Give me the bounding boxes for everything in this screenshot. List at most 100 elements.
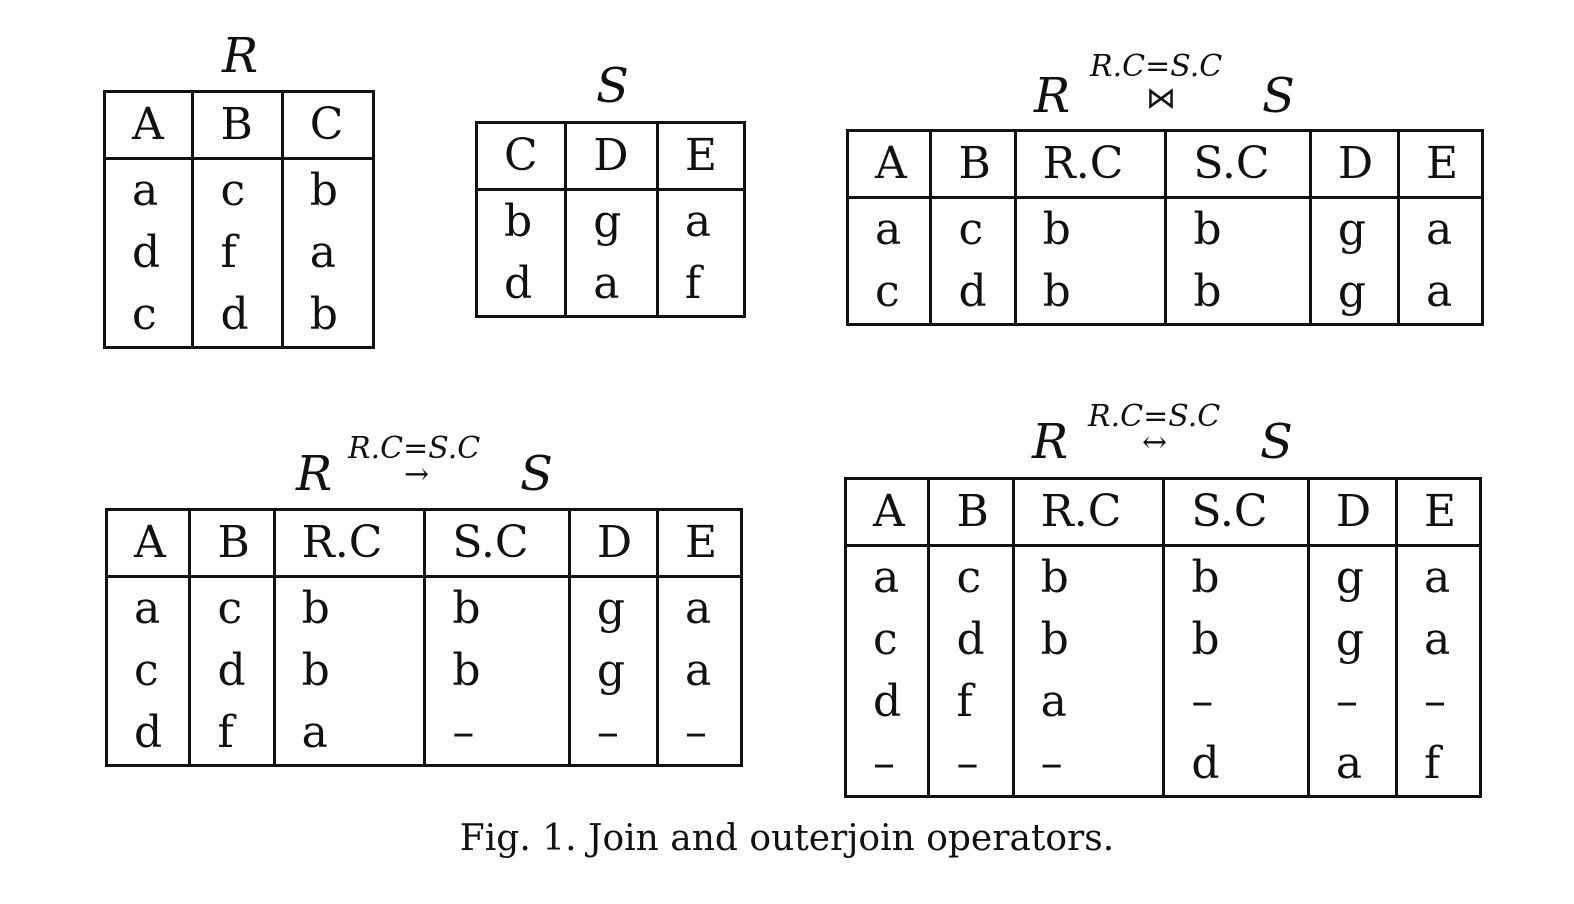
table-cell: g (1306, 609, 1399, 671)
column-header: R.C (1011, 478, 1166, 547)
table-cell: – (1162, 671, 1310, 733)
left-outer-title-right: S (520, 446, 553, 502)
table-cell: a (102, 158, 195, 222)
table-cell: b (1164, 261, 1312, 325)
column-header: S.C (423, 509, 571, 578)
table-cell: – (423, 702, 571, 766)
table-cell: g (567, 640, 660, 702)
table-cell: f (191, 222, 284, 284)
table-cell: f (655, 253, 747, 317)
table-cell: a (1306, 733, 1399, 797)
column-header: B (927, 478, 1015, 547)
table-cell: b (272, 640, 427, 702)
left-outer-title-left: R (296, 446, 333, 502)
table-cell: g (567, 576, 660, 640)
table-cell: – (843, 733, 931, 797)
table-cell: d (1162, 733, 1310, 797)
table-cell: a (656, 576, 743, 640)
column-header: D (1308, 130, 1401, 199)
table-cell: a (1397, 197, 1484, 261)
table-cell: b (474, 189, 568, 253)
table-cell: b (1011, 609, 1166, 671)
table-cell: a (1395, 545, 1482, 609)
table-cell: g (1308, 261, 1401, 325)
table-cell: b (1162, 609, 1310, 671)
join-title-left: R (1034, 68, 1071, 124)
table-row: d f a – – – (843, 671, 1482, 733)
column-header: E (1395, 478, 1482, 547)
table-cell: b (423, 576, 571, 640)
table-cell: – (1011, 733, 1166, 797)
table-cell: c (845, 261, 933, 325)
table-cell: a (564, 253, 659, 317)
header-row: A B R.C S.C D E (104, 509, 743, 578)
table-cell: – (1395, 671, 1482, 733)
table-cell: b (1013, 261, 1168, 325)
table-cell: c (191, 158, 284, 222)
column-header: E (1397, 130, 1484, 199)
table-cell: a (1011, 671, 1166, 733)
column-header: C (474, 122, 568, 191)
left-outer-condition: R.C=S.C (348, 431, 481, 466)
column-header: S.C (1164, 130, 1312, 199)
double-arrow-icon: ↔ (1142, 425, 1168, 460)
table-cell: b (1013, 197, 1168, 261)
table-cell: a (280, 222, 376, 284)
header-row: A B R.C S.C D E (843, 478, 1482, 547)
column-header: C (280, 91, 376, 160)
join-condition: R.C=S.C (1090, 49, 1223, 84)
table-cell: b (280, 284, 376, 348)
table-cell: b (1164, 197, 1312, 261)
table-cell: a (656, 640, 743, 702)
table-cell: – (1306, 671, 1399, 733)
join-title-right: S (1262, 68, 1295, 124)
column-header: B (929, 130, 1017, 199)
column-header: A (102, 91, 195, 160)
table-cell: b (423, 640, 571, 702)
column-header: D (1306, 478, 1399, 547)
table-cell: d (929, 261, 1017, 325)
table-cell: c (188, 576, 276, 640)
table-cell: c (843, 609, 931, 671)
table-cell: b (1162, 545, 1310, 609)
table-cell: a (845, 197, 933, 261)
join-operator-icon: ⋈ (1146, 81, 1176, 116)
table-cell: c (104, 640, 192, 702)
column-header: R.C (272, 509, 427, 578)
table-cell: a (272, 702, 427, 766)
table-cell: c (929, 197, 1017, 261)
table-cell: d (104, 702, 192, 766)
column-header: D (564, 122, 659, 191)
table-cell: d (843, 671, 931, 733)
column-header: B (191, 91, 284, 160)
right-arrow-icon: → (404, 457, 430, 492)
table-cell: b (272, 576, 427, 640)
full-outer-title-right: S (1260, 414, 1293, 470)
table-cell: f (188, 702, 276, 766)
header-row: A B R.C S.C D E (845, 130, 1484, 199)
table-cell: d (102, 222, 195, 284)
table-cell: d (927, 609, 1015, 671)
table-cell: a (1395, 609, 1482, 671)
table-cell: c (927, 545, 1015, 609)
column-header: A (845, 130, 933, 199)
table-cell: d (188, 640, 276, 702)
table-cell: g (1308, 197, 1401, 261)
table-row: d f a – – – (104, 702, 743, 766)
table-cell: f (927, 671, 1015, 733)
full-outer-condition: R.C=S.C (1088, 399, 1221, 434)
table-cell: g (1306, 545, 1399, 609)
